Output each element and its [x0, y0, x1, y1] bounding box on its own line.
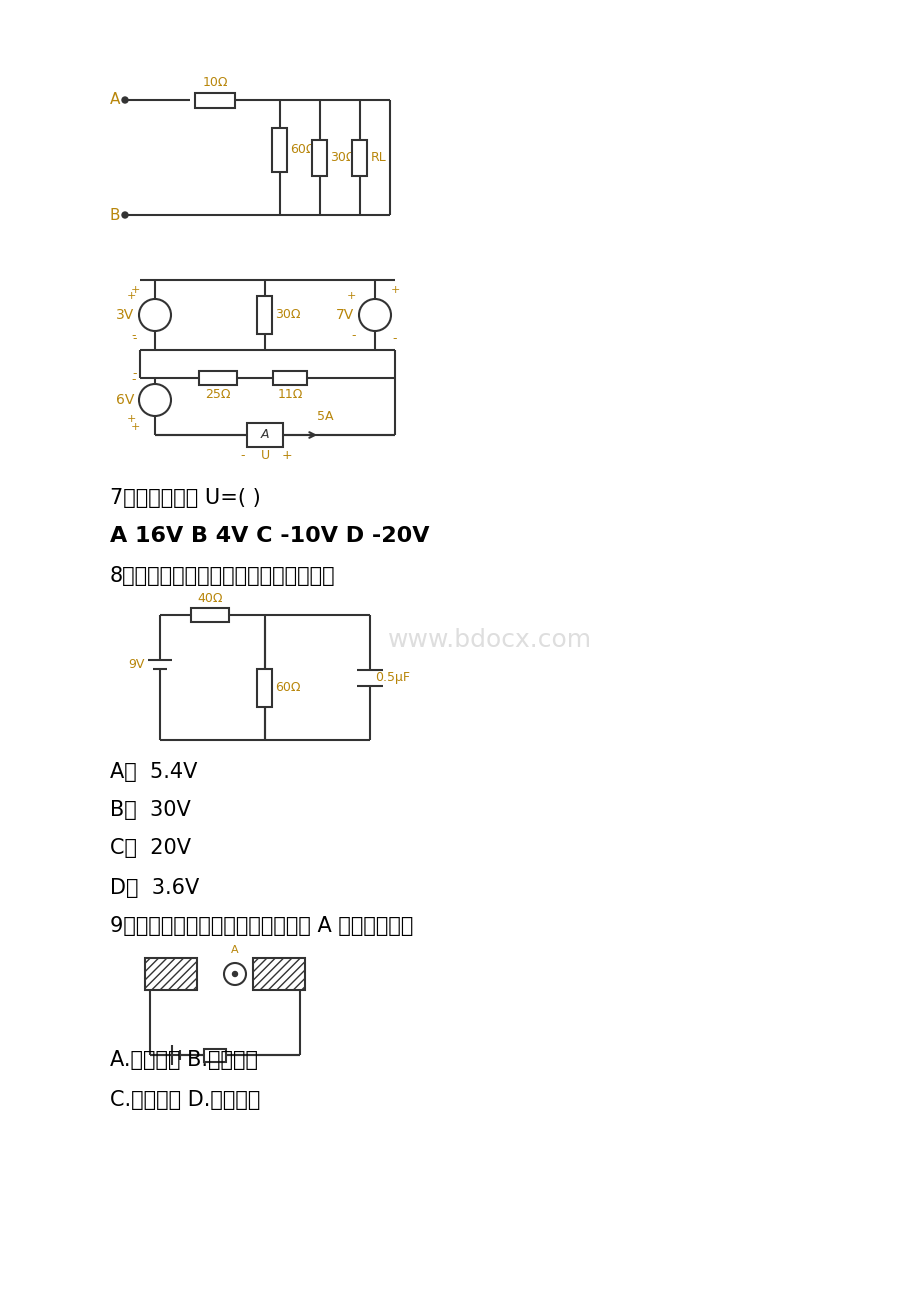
Text: C．  20V: C． 20V	[110, 838, 191, 858]
Circle shape	[358, 299, 391, 331]
Text: -: -	[392, 332, 397, 345]
Text: A．  5.4V: A． 5.4V	[110, 762, 198, 783]
Text: 0.5μF: 0.5μF	[375, 671, 410, 684]
Text: 9V: 9V	[129, 658, 145, 671]
Circle shape	[122, 212, 128, 217]
Text: -: -	[131, 372, 136, 385]
Text: U: U	[260, 449, 269, 462]
Bar	[195, 92, 234, 108]
Text: 40Ω: 40Ω	[197, 592, 222, 605]
Text: 5A: 5A	[317, 410, 333, 423]
Text: 25Ω: 25Ω	[205, 388, 231, 401]
Text: +: +	[281, 449, 292, 462]
Bar	[191, 608, 229, 622]
Text: +: +	[130, 422, 140, 432]
Bar	[273, 371, 307, 385]
Text: B．  30V: B． 30V	[110, 799, 190, 820]
Bar	[253, 958, 305, 990]
Circle shape	[223, 963, 245, 986]
Circle shape	[139, 299, 171, 331]
Text: 11Ω: 11Ω	[277, 388, 302, 401]
Text: A: A	[109, 92, 119, 108]
Bar	[246, 423, 283, 447]
Bar	[204, 1048, 226, 1061]
Bar	[257, 296, 272, 335]
Text: 9、如图所示，磁极中间通电直导体 A 的受力方向为: 9、如图所示，磁极中间通电直导体 A 的受力方向为	[110, 917, 413, 936]
Text: -: -	[132, 367, 137, 380]
Text: +: +	[127, 292, 136, 301]
Text: -: -	[131, 329, 136, 342]
Text: -: -	[132, 332, 137, 345]
Text: A: A	[231, 945, 239, 954]
Text: 8、如图所示电路，电容器两端的电压是: 8、如图所示电路，电容器两端的电压是	[110, 566, 335, 586]
Text: A: A	[260, 428, 269, 441]
Text: 3V: 3V	[116, 309, 134, 322]
Circle shape	[233, 971, 237, 976]
Text: 30Ω: 30Ω	[330, 151, 356, 164]
Text: 6V: 6V	[116, 393, 134, 408]
Text: +: +	[346, 292, 356, 301]
Text: -: -	[351, 329, 356, 342]
Text: D．  3.6V: D． 3.6V	[110, 878, 199, 898]
Text: -: -	[241, 449, 245, 462]
Text: +: +	[127, 414, 136, 424]
Text: 30Ω: 30Ω	[275, 309, 301, 322]
Text: A.垂直向上 B.垂直向下: A.垂直向上 B.垂直向下	[110, 1049, 257, 1070]
Bar	[312, 139, 327, 176]
Bar	[352, 139, 367, 176]
Text: 60Ω: 60Ω	[275, 681, 301, 694]
Text: RL: RL	[370, 151, 386, 164]
Bar	[272, 128, 287, 172]
Text: +: +	[390, 285, 399, 296]
Text: +: +	[130, 285, 140, 296]
Text: 7、求图中电压 U=( ): 7、求图中电压 U=( )	[110, 488, 260, 508]
Circle shape	[139, 384, 171, 417]
Bar	[145, 958, 197, 990]
Circle shape	[122, 98, 128, 103]
Text: 10Ω: 10Ω	[202, 77, 228, 90]
Text: C.水平向左 D.水平向右: C.水平向左 D.水平向右	[110, 1090, 260, 1111]
Text: 7V: 7V	[335, 309, 354, 322]
Text: A 16V B 4V C -10V D -20V: A 16V B 4V C -10V D -20V	[110, 526, 429, 546]
Text: B: B	[109, 207, 119, 223]
Text: 60Ω: 60Ω	[290, 143, 315, 156]
Text: www.bdocx.com: www.bdocx.com	[388, 628, 592, 652]
Bar	[257, 668, 272, 707]
Bar	[199, 371, 237, 385]
